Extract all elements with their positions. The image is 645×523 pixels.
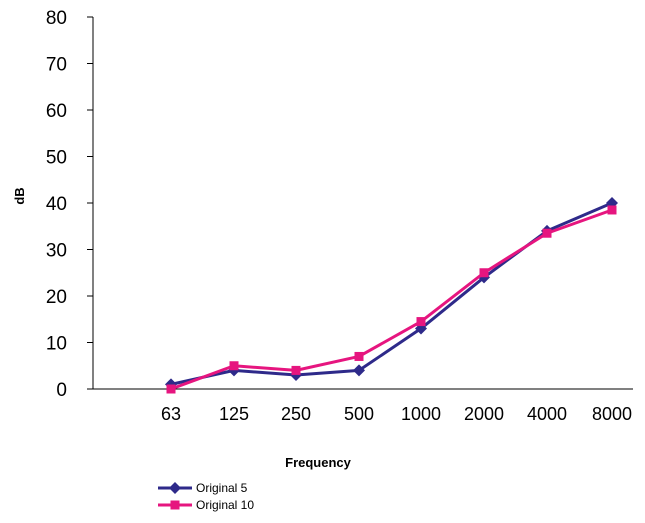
y-tick-label: 50 (46, 148, 67, 169)
data-point-square (354, 351, 364, 361)
data-point-square (607, 205, 617, 215)
y-tick-label: 80 (46, 8, 67, 29)
legend: Original 5 Original 10 (158, 481, 254, 512)
x-ticks: 63 125 250 500 1000 2000 4000 8000 (161, 404, 632, 424)
legend-marker-diamond (169, 482, 181, 494)
legend-label: Original 5 (196, 481, 248, 495)
legend-label: Original 10 (196, 498, 254, 512)
data-point-square (416, 317, 426, 327)
data-point-square (479, 268, 489, 278)
x-tick-label: 63 (161, 404, 181, 424)
x-tick-label: 1000 (401, 404, 441, 424)
x-tick-label: 8000 (592, 404, 632, 424)
legend-marker-square (170, 500, 180, 510)
y-tick-label: 0 (56, 380, 67, 401)
x-tick-label: 2000 (464, 404, 504, 424)
y-tick-label: 30 (46, 241, 67, 262)
x-axis-title: Frequency (285, 455, 352, 470)
data-point-diamond (353, 364, 365, 377)
y-ticks: 0 10 20 30 40 50 60 70 80 (46, 8, 93, 401)
y-tick-label: 10 (46, 334, 67, 355)
y-tick-label: 70 (46, 55, 67, 76)
x-tick-label: 250 (281, 404, 311, 424)
x-tick-label: 4000 (527, 404, 567, 424)
axes (92, 17, 633, 390)
y-tick-label: 20 (46, 287, 67, 308)
series-group (165, 197, 618, 394)
data-point-square (542, 228, 552, 238)
data-point-square (229, 361, 239, 371)
data-point-square (166, 384, 176, 394)
series-line (170, 208, 613, 391)
x-tick-label: 125 (219, 404, 249, 424)
y-axis-title: dB (12, 187, 27, 204)
data-point-square (291, 365, 301, 375)
y-tick-label: 40 (46, 194, 67, 215)
y-tick-label: 60 (46, 101, 67, 122)
x-tick-label: 500 (344, 404, 374, 424)
